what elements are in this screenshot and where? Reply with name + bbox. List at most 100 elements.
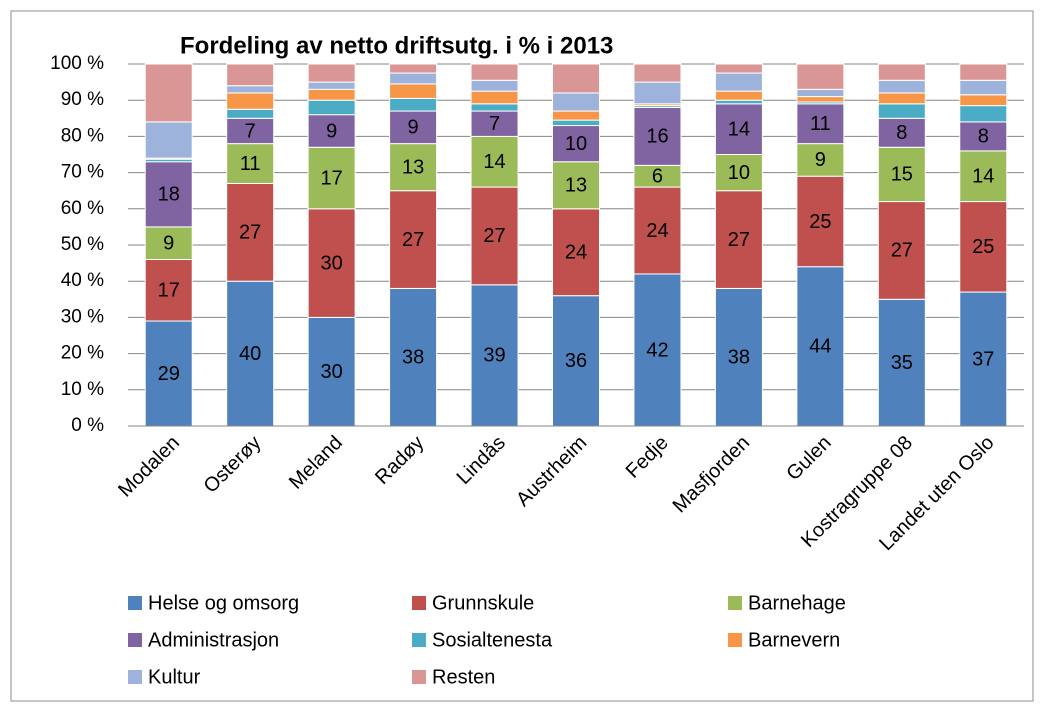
data-label: 13 [565, 175, 587, 197]
data-label: 27 [239, 222, 261, 244]
legend-label: Barnehage [748, 592, 846, 614]
legend-label: Sosialtenesta [432, 629, 553, 651]
bar-segment [226, 117, 275, 145]
data-label: 35 [891, 352, 913, 374]
bar-segment [877, 79, 926, 94]
bar-segment [307, 99, 356, 116]
bar-segment [959, 105, 1008, 123]
data-label: 10 [565, 133, 587, 155]
bar-segment [389, 63, 438, 74]
y-tick-label: 0 % [71, 415, 104, 436]
legend-swatch [728, 633, 742, 647]
y-tick-label: 90 % [61, 89, 104, 110]
bar-segment [959, 150, 1008, 203]
bar-segment [633, 63, 682, 83]
legend-swatch [412, 596, 426, 610]
data-label: 30 [321, 252, 343, 274]
bar-segment [389, 97, 438, 112]
bar-segment [389, 190, 438, 289]
bar-segment [470, 90, 519, 105]
bar-segment [389, 72, 438, 85]
bar-segment [144, 161, 193, 228]
data-label: 14 [728, 118, 750, 140]
bar-segment [226, 143, 275, 184]
y-tick-label: 40 % [61, 270, 104, 291]
data-label: 15 [891, 164, 913, 186]
bar-segment [796, 88, 845, 98]
bar-segment [877, 103, 926, 119]
bar-segment [714, 63, 763, 74]
bar-segment [307, 114, 356, 148]
bar-segment [877, 63, 926, 81]
bar-segment [307, 63, 356, 83]
data-label: 10 [728, 162, 750, 184]
bar-segment [633, 81, 682, 105]
bar-segment [714, 103, 763, 155]
bar-segment [796, 103, 845, 145]
legend-swatch [412, 670, 426, 684]
data-label: 24 [646, 220, 668, 242]
bar-segment [552, 208, 600, 297]
bar-segment [552, 63, 600, 94]
bar-segment [959, 121, 1008, 152]
bar-segment [552, 295, 600, 427]
y-tick-label: 100 % [50, 53, 104, 74]
legend-swatch [728, 596, 742, 610]
bar-segment [389, 110, 438, 145]
data-label: 27 [728, 229, 750, 251]
legend-label: Barnevern [748, 629, 840, 651]
bar-segment [144, 63, 193, 123]
data-label: 9 [163, 232, 174, 254]
bar-segment [470, 63, 519, 81]
bar-segment [877, 298, 926, 427]
data-label: 25 [972, 236, 994, 258]
data-label: 14 [483, 151, 505, 173]
bar-segment [552, 119, 600, 127]
bar-segment [714, 72, 763, 92]
bar-segment [959, 201, 1008, 293]
data-label: 9 [408, 117, 419, 139]
bar-segment [552, 161, 600, 210]
data-label: 7 [245, 120, 256, 142]
data-label: 42 [646, 339, 668, 361]
data-label: 11 [240, 153, 261, 175]
legend-swatch [412, 633, 426, 647]
legend-swatch [128, 596, 142, 610]
bar-segment [470, 79, 519, 92]
data-label: 9 [326, 120, 337, 142]
data-label: 36 [565, 350, 587, 372]
data-label: 27 [483, 225, 505, 247]
bar-segment [470, 110, 519, 137]
data-label: 17 [321, 167, 343, 189]
bar-segment [226, 85, 275, 94]
bar-segment [552, 125, 600, 163]
bar-segment [714, 99, 763, 105]
legend-label: Kultur [148, 666, 201, 688]
y-tick-label: 70 % [61, 162, 104, 183]
data-label: 13 [402, 156, 424, 178]
bar-segment [226, 280, 275, 427]
data-label: 8 [896, 122, 907, 144]
bar-segment [144, 121, 193, 159]
y-tick-label: 20 % [61, 343, 104, 364]
data-label: 16 [646, 126, 668, 148]
legend-label: Grunnskule [432, 592, 534, 614]
data-label: 37 [972, 348, 994, 370]
bar-segment [307, 88, 356, 101]
legend-label: Administrasjon [148, 629, 279, 651]
bar-segment [226, 92, 275, 110]
bar-segment [714, 190, 763, 289]
y-tick-label: 50 % [61, 234, 104, 255]
bar-segment [470, 103, 519, 112]
legend-label: Helse og omsorg [148, 592, 299, 614]
bar-segment [307, 146, 356, 210]
data-label: 17 [158, 280, 180, 302]
data-label: 6 [652, 166, 663, 188]
chart-title: Fordeling av netto driftsutg. i % i 2013 [180, 32, 613, 59]
bar-segment [633, 273, 682, 427]
data-label: 44 [809, 336, 831, 358]
bar-segment [307, 81, 356, 90]
data-label: 38 [728, 347, 750, 369]
data-label: 7 [489, 113, 500, 135]
